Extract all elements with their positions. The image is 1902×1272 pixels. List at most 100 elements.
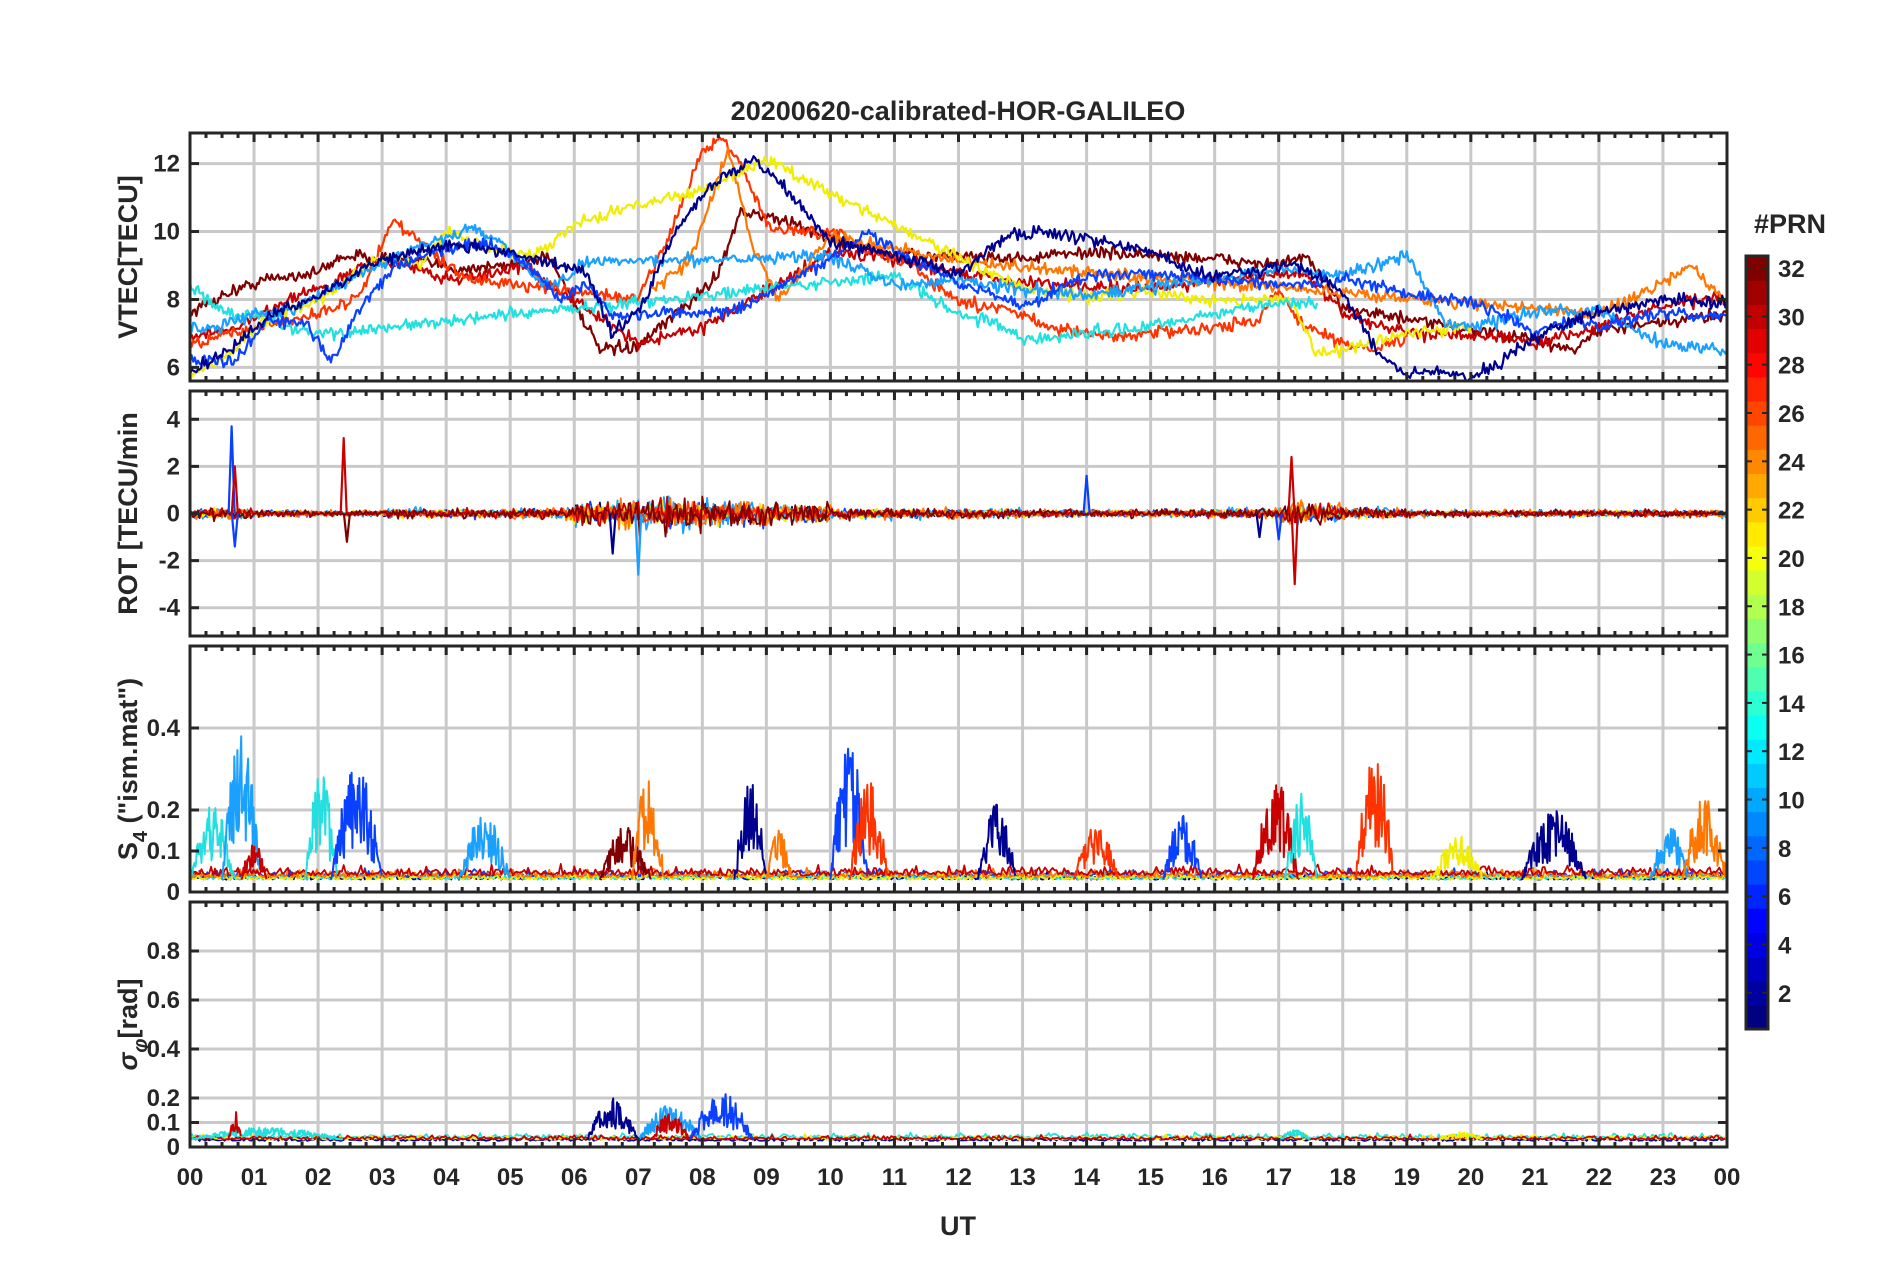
burst-trace: [1431, 835, 1484, 881]
colorbar-title: #PRN: [1754, 209, 1826, 239]
burst-trace: [848, 782, 889, 880]
y-axis-label-vtec: VTEC[TECU]: [113, 175, 143, 339]
colorbar-swatch: [1746, 763, 1768, 789]
colorbar-swatch: [1746, 570, 1768, 595]
y-tick-label: 0.4: [147, 715, 181, 742]
rot-spike: [230, 465, 239, 514]
y-tick-label: 0.4: [147, 1036, 181, 1063]
burst-trace: [630, 780, 664, 880]
x-tick-label: 02: [305, 1164, 332, 1191]
y-tick-label: 0.6: [147, 987, 180, 1014]
x-tick-label: 04: [433, 1164, 460, 1191]
x-tick-label: 09: [753, 1164, 780, 1191]
x-tick-label: 03: [369, 1164, 396, 1191]
y-tick-label: 0.2: [147, 797, 180, 824]
panel-vtec: 6 8 10 12 VTEC[TECU]: [113, 131, 1729, 383]
x-tick-label: 13: [1009, 1164, 1036, 1191]
burst-trace: [1072, 828, 1120, 880]
burst-trace: [688, 1093, 755, 1141]
y-tick-label: -2: [159, 548, 180, 575]
y-axis-label-subscript: 4: [130, 830, 152, 842]
rot-spike: [339, 437, 348, 514]
colorbar-swatch: [1746, 666, 1768, 692]
colorbar-swatch: [1746, 859, 1768, 885]
x-tick-label: 14: [1073, 1164, 1100, 1191]
ticks-rot: [188, 391, 1729, 636]
x-tick-label: 23: [1650, 1164, 1677, 1191]
x-tick-label: 10: [817, 1164, 844, 1191]
panel-rot: -4 -2 0 2 4 ROT [TECU/min: [113, 389, 1729, 638]
rot-trace: [190, 495, 1727, 538]
burst-trace: [1162, 814, 1203, 880]
y-tick-label: 8: [167, 286, 180, 313]
series-prn-6: [190, 228, 1727, 369]
colorbar-swatch: [1746, 328, 1768, 354]
colorbar-swatch: [1746, 884, 1768, 909]
ticks-sigma: [188, 902, 1729, 1149]
colorbar-tick-label: 14: [1778, 691, 1805, 718]
x-tick-label: 16: [1201, 1164, 1228, 1191]
colorbar-tick-label: 24: [1778, 449, 1805, 476]
burst-trace: [458, 816, 511, 880]
y-axis-label-main: S: [113, 842, 143, 860]
burst-trace: [765, 829, 793, 880]
colorbar-swatch: [1746, 594, 1768, 619]
colorbar-tick-label: 30: [1778, 304, 1805, 331]
rot-spike: [1287, 455, 1296, 514]
colorbar-tick-label: 26: [1778, 401, 1805, 428]
burst-trace: [598, 827, 652, 880]
y-axis-label-sigma: σφ[rad]: [113, 979, 152, 1071]
series-prn-12: [190, 270, 1319, 346]
burst-trace: [329, 771, 383, 880]
burst-trace: [976, 803, 1017, 880]
colorbar-swatch: [1746, 256, 1768, 281]
rot-spike: [634, 513, 643, 576]
ticks-vtec: [188, 133, 1729, 381]
x-tick-label: 21: [1522, 1164, 1549, 1191]
colorbar-tick-label: 22: [1778, 498, 1805, 525]
colorbar-swatch: [1746, 1004, 1768, 1030]
x-tick-label: 07: [625, 1164, 652, 1191]
y-tick-label: 0.8: [147, 938, 180, 965]
x-axis-label: UT: [940, 1211, 976, 1241]
x-tick-label: 00: [177, 1164, 204, 1191]
x-tick-label: 11: [882, 1164, 907, 1191]
colorbar-swatch: [1746, 618, 1768, 644]
burst-trace: [1438, 1131, 1484, 1141]
x-tick-labels: 00 01 02 03 04 05 06 07 08 09 10 11 12 13 14 15 16 17 18 19…: [177, 1164, 1741, 1191]
colorbar-swatch: [1746, 400, 1768, 426]
x-tick-label: 18: [1329, 1164, 1356, 1191]
colorbar-tick-label: 8: [1778, 836, 1791, 863]
burst-trace: [650, 1113, 691, 1141]
colorbar-swatch: [1746, 521, 1768, 547]
colorbar-swatch: [1746, 473, 1768, 499]
burst-trace: [190, 1126, 344, 1141]
colorbar-swatch: [1746, 811, 1768, 837]
rot-spike: [1274, 513, 1283, 541]
y-axis-label-s4: S4 ("ism.mat"): [113, 678, 152, 860]
colorbar-tick-label: 4: [1778, 932, 1792, 959]
y-tick-label: 0.1: [147, 838, 180, 865]
y-tick-label: 0: [167, 1134, 180, 1161]
burst-trace: [1681, 800, 1727, 881]
burst-trace: [190, 806, 236, 881]
y-axis-label-suffix: [rad]: [113, 979, 143, 1039]
ticks-s4: [188, 646, 1729, 894]
y-tick-label: 0: [167, 879, 180, 906]
burst-trace: [304, 776, 338, 880]
panel-s4: 0 0.1 0.2 0.4S4 ("ism.mat"): [113, 644, 1729, 906]
x-tick-label: 06: [561, 1164, 588, 1191]
burst-trace: [221, 735, 261, 880]
colorbar-tick-label: 6: [1778, 884, 1791, 911]
burst-trace: [1252, 784, 1299, 880]
rot-spike: [342, 513, 351, 543]
chart-title: 20200620-calibrated-HOR-GALILEO: [731, 96, 1186, 126]
y-tick-label: 10: [153, 219, 180, 246]
burst-trace: [1277, 1129, 1311, 1141]
x-tick-label: 22: [1586, 1164, 1613, 1191]
burst-trace: [240, 844, 268, 881]
x-tick-label: 19: [1393, 1164, 1420, 1191]
